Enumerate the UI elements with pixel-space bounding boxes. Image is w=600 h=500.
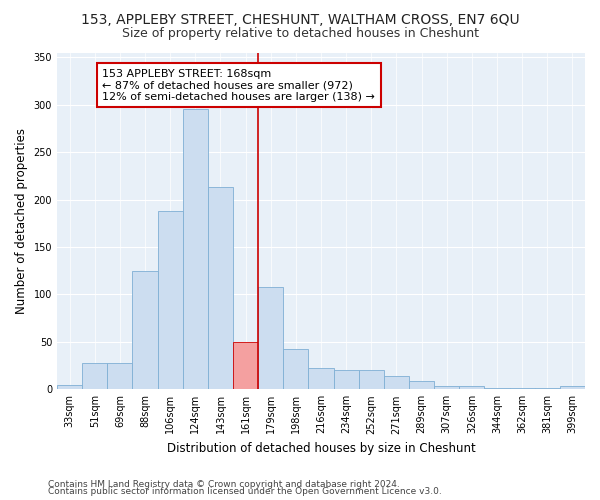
Bar bbox=[308, 368, 334, 390]
Text: Contains HM Land Registry data © Crown copyright and database right 2024.: Contains HM Land Registry data © Crown c… bbox=[48, 480, 400, 489]
Text: Size of property relative to detached houses in Cheshunt: Size of property relative to detached ho… bbox=[121, 28, 479, 40]
Bar bbox=[133, 270, 158, 390]
Bar bbox=[158, 211, 183, 390]
Bar bbox=[283, 350, 308, 390]
Text: Contains public sector information licensed under the Open Government Licence v3: Contains public sector information licen… bbox=[48, 487, 442, 496]
Bar bbox=[334, 370, 359, 390]
Bar bbox=[258, 287, 283, 390]
Bar bbox=[208, 187, 233, 390]
Bar bbox=[82, 362, 107, 390]
Bar bbox=[107, 362, 133, 390]
X-axis label: Distribution of detached houses by size in Cheshunt: Distribution of detached houses by size … bbox=[167, 442, 475, 455]
Bar bbox=[57, 384, 82, 390]
Bar bbox=[560, 386, 585, 390]
Bar bbox=[409, 381, 434, 390]
Y-axis label: Number of detached properties: Number of detached properties bbox=[15, 128, 28, 314]
Text: 153, APPLEBY STREET, CHESHUNT, WALTHAM CROSS, EN7 6QU: 153, APPLEBY STREET, CHESHUNT, WALTHAM C… bbox=[80, 12, 520, 26]
Text: 153 APPLEBY STREET: 168sqm
← 87% of detached houses are smaller (972)
12% of sem: 153 APPLEBY STREET: 168sqm ← 87% of deta… bbox=[102, 68, 375, 102]
Bar bbox=[484, 388, 509, 390]
Bar bbox=[509, 388, 535, 390]
Bar bbox=[384, 376, 409, 390]
Bar bbox=[183, 110, 208, 390]
Bar bbox=[359, 370, 384, 390]
Bar bbox=[535, 388, 560, 390]
Bar bbox=[233, 342, 258, 390]
Bar bbox=[434, 386, 459, 390]
Bar bbox=[459, 386, 484, 390]
